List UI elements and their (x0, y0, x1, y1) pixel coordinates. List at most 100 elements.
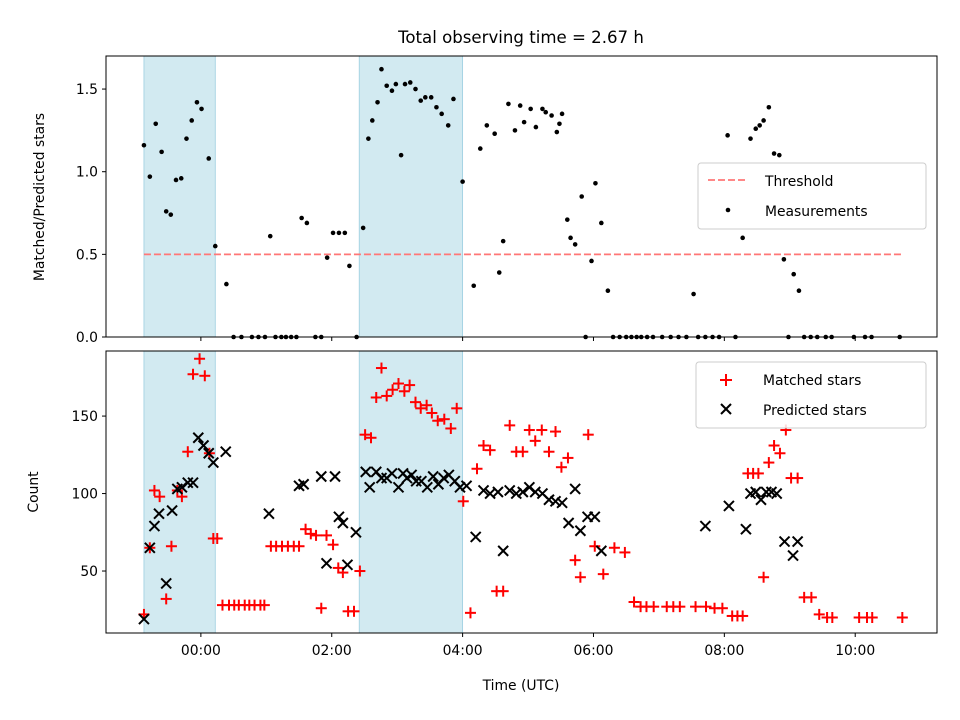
matched-star-point (409, 396, 421, 408)
top-x-ticks (200, 337, 856, 341)
x-stroke (341, 559, 354, 571)
matched-star-point (354, 565, 366, 577)
measurement-point (540, 106, 545, 112)
predicted-star-point (329, 470, 341, 483)
matched-star-point (737, 610, 749, 622)
measurement-point (212, 243, 218, 249)
predicted-star-point (341, 559, 354, 571)
x-stroke (153, 507, 165, 520)
x-stroke (333, 511, 345, 523)
x-stroke (405, 469, 418, 481)
x-stroke (263, 507, 275, 520)
bottom-legend: Matched stars Predicted stars (695, 361, 927, 429)
matched-star-point (763, 457, 775, 469)
predicted-star-point (778, 535, 791, 548)
x-stroke (443, 469, 455, 481)
matched-star-point (392, 378, 404, 390)
x-stroke (523, 481, 536, 494)
measurement-point (147, 174, 153, 179)
predicted-star-point (220, 446, 232, 458)
x-stroke (410, 475, 422, 487)
matched-star-point (752, 467, 764, 479)
x-stroke (477, 484, 490, 497)
matched-star-point (497, 585, 509, 597)
x-stroke (750, 486, 762, 498)
x-stroke (370, 466, 382, 478)
x-stroke (460, 480, 473, 492)
x-stroke (484, 487, 496, 500)
x-stroke (197, 439, 210, 452)
matched-star-point (160, 593, 172, 605)
bottom-y-axis-label: Count (26, 471, 42, 513)
matched-star-point (768, 440, 780, 452)
measurement-point (347, 263, 352, 269)
measurement-point (389, 88, 395, 94)
measurement-point (324, 255, 330, 260)
x-stroke (723, 500, 735, 512)
matched-star-point (813, 608, 825, 620)
measurement-point (360, 225, 366, 231)
x-tick-label: 06:00 (573, 643, 613, 659)
predicted-star-point (386, 467, 398, 480)
matched-star-point (792, 472, 804, 484)
measurement-point (299, 215, 304, 221)
matched-star-point (517, 446, 529, 458)
x-stroke (160, 577, 172, 590)
predicted-star-point (421, 481, 433, 494)
measurement-point (418, 98, 424, 103)
measurement-point (445, 123, 451, 128)
predicted-star-point (187, 476, 199, 489)
matched-star-point (674, 601, 686, 613)
predicted-star-point (337, 517, 349, 529)
matched-star-point (305, 528, 317, 540)
x-stroke (492, 486, 504, 498)
measurement-point (375, 99, 380, 105)
measurement-point (593, 180, 598, 186)
predicted-star-point (315, 470, 327, 483)
x-stroke (421, 481, 433, 494)
x-stroke (740, 523, 752, 535)
x-stroke (187, 476, 199, 489)
measurement-point (543, 109, 549, 115)
predicted-star-point (360, 466, 372, 478)
predicted-star-point (350, 526, 362, 538)
measurement-point (771, 151, 777, 156)
measurement-point (521, 119, 527, 125)
measurement-point (413, 86, 418, 92)
matched-star-point (690, 601, 702, 613)
x-stroke (297, 478, 310, 490)
predicted-star-point (392, 481, 405, 494)
matched-star-point (478, 440, 490, 452)
measurement-point (184, 136, 189, 141)
x-tick-label: 08:00 (704, 643, 744, 659)
x-stroke (562, 517, 575, 529)
measurement-point (199, 106, 204, 112)
predicted-star-point (437, 472, 450, 484)
measurement-point (761, 118, 766, 123)
matched-star-point (758, 571, 770, 583)
x-stroke (192, 432, 204, 444)
matched-star-point (211, 532, 223, 544)
predicted-star-point (517, 486, 529, 498)
predicted-star-point (723, 500, 735, 512)
matched-star-point (866, 612, 878, 624)
x-stroke (755, 494, 767, 506)
matched-star-point (293, 540, 305, 552)
x-stroke (778, 535, 791, 548)
x-stroke (517, 486, 529, 498)
measurement-point (533, 124, 539, 130)
measurement-point (342, 230, 348, 236)
x-stroke (595, 545, 608, 557)
x-tick-label: 02:00 (312, 643, 352, 659)
legend-matched-swatch (720, 374, 732, 386)
predicted-star-point (410, 475, 422, 487)
legend-threshold-label: Threshold (764, 174, 833, 190)
legend-measurements-label: Measurements (765, 204, 868, 220)
measurement-point (492, 131, 497, 136)
measurement-point (496, 270, 502, 275)
matched-star-point (375, 362, 387, 374)
measurement-point (370, 118, 375, 123)
measurement-point (428, 95, 434, 100)
matched-star-point (171, 484, 183, 496)
predicted-star-point (549, 495, 562, 508)
